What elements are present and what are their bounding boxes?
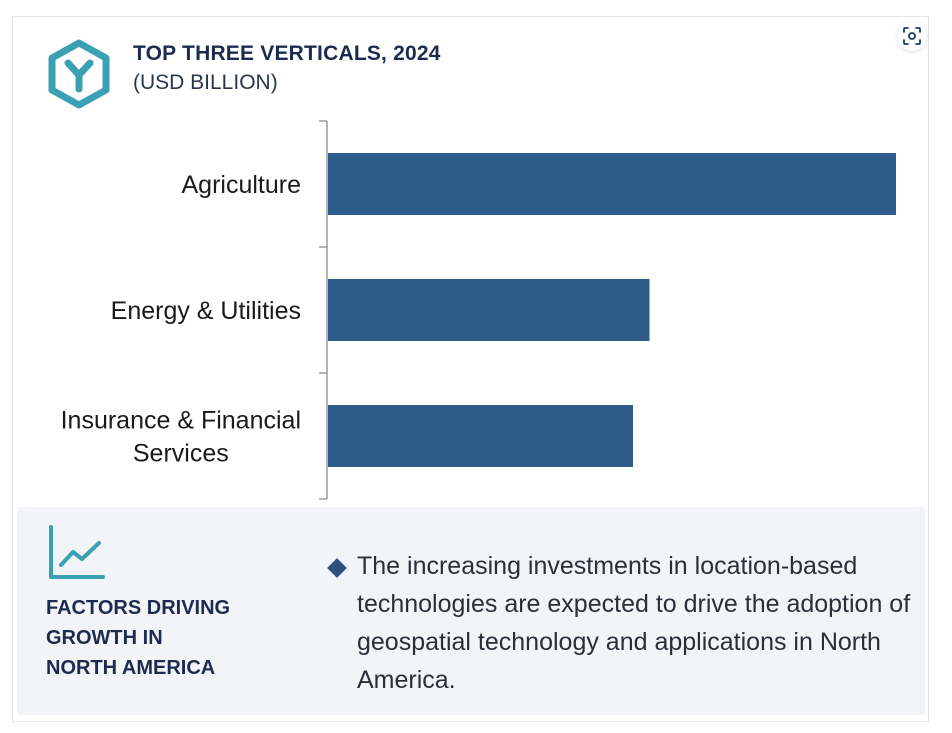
factors-heading-line: GROWTH IN (46, 627, 163, 649)
chart-subtitle: (USD BILLION) (133, 71, 278, 94)
category-label: Insurance & Financial (61, 407, 301, 435)
bar-insurance-financial-services (328, 405, 634, 467)
bar-energy-utilities (328, 279, 650, 341)
diamond-bullet-icon (327, 558, 347, 578)
category-label: Services (133, 440, 229, 468)
expand-button[interactable] (897, 21, 927, 51)
zoom-focus-icon (903, 27, 921, 45)
bar-agriculture (328, 153, 896, 215)
chart-title: TOP THREE VERTICALS, 2024 (133, 42, 441, 65)
factors-heading-line: FACTORS DRIVING (46, 597, 231, 619)
factors-heading-line: NORTH AMERICA (46, 657, 216, 679)
line-chart-trend-icon (49, 525, 105, 579)
category-label: Agriculture (182, 171, 302, 199)
factors-heading: FACTORS DRIVING GROWTH IN NORTH AMERICA (46, 593, 266, 683)
category-label: Energy & Utilities (111, 297, 301, 325)
bar-chart: Agriculture Energy & Utilities Insurance &… (61, 120, 896, 500)
chart-card: TOP THREE VERTICALS, 2024 (USD BILLION) … (12, 16, 929, 722)
hexagon-y-logo-icon (48, 39, 110, 109)
factors-panel: FACTORS DRIVING GROWTH IN NORTH AMERICA … (17, 507, 925, 715)
factor-description: The increasing investments in location-b… (357, 552, 911, 694)
